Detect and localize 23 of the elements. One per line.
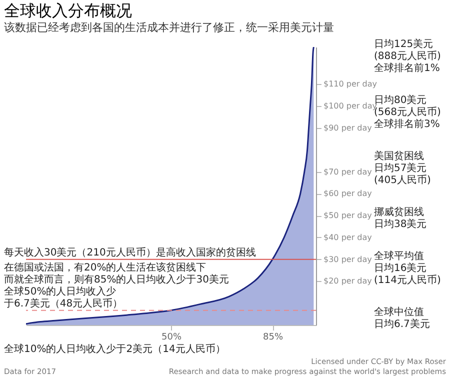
y-tick-label: $100 per day xyxy=(324,102,378,111)
chart-title: 全球收入分布概况 xyxy=(4,1,132,20)
annotation: 而就全球而言，则有85%的人日均收入少于30美元 xyxy=(4,273,229,286)
text: 全球平均值日均16美元(114元人民币) xyxy=(374,250,441,286)
y-tick-label: $40 per day xyxy=(324,232,372,242)
y-tick-label: $50 per day xyxy=(324,211,372,220)
text: 全球中位值日均6.7美元 xyxy=(374,306,430,330)
x-tick-label: 85% xyxy=(262,332,284,342)
text: 全球10%的人日均收入少于2美元（14元人民币） xyxy=(4,343,226,355)
y-tick-label: $60 per day xyxy=(324,189,372,198)
y-tick-label: $20 per day xyxy=(324,276,372,286)
text: 日均125美元(888元人民币)全球排名前1% xyxy=(374,38,441,74)
x-tick-label: 50% xyxy=(161,332,182,342)
ref-line-label: 全球50%的人日均收入少于6.7美元（48元人民币） xyxy=(4,285,123,310)
annotation: 在德国或法国，有20%的人生活在该贫困线下 xyxy=(4,261,206,274)
y-tick-label: $110 per day xyxy=(324,80,378,89)
y-tick-label: $90 per day xyxy=(324,123,372,132)
text: 挪威贫困线日均38美元 xyxy=(374,206,427,230)
chart-subtitle: 该数据已经考虑到各国的生活成本并进行了修正，统一采用美元计量 xyxy=(4,21,334,34)
y-tick-label: $70 per day xyxy=(324,167,372,176)
ref-line-label: 每天收入30美元（210元人民币）是高收入国家的贫困线 xyxy=(4,246,256,258)
text: 美国贫困线日均57美元(405人民币) xyxy=(374,150,431,186)
y-tick-label: $30 per day xyxy=(324,254,372,264)
